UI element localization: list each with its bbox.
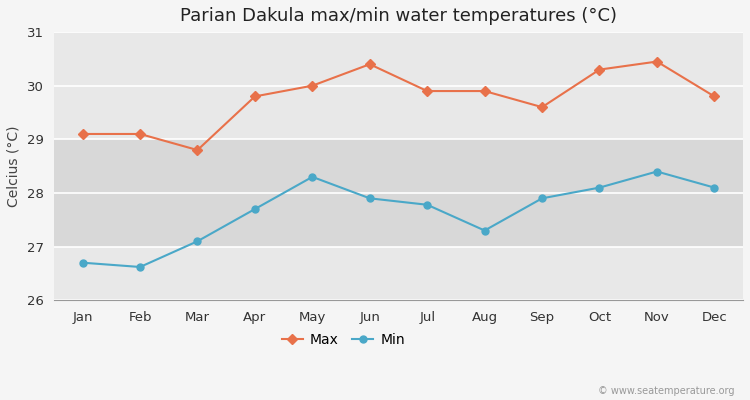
Text: © www.seatemperature.org: © www.seatemperature.org xyxy=(598,386,735,396)
Bar xyxy=(54,139,743,247)
Legend: Max, Min: Max, Min xyxy=(276,327,410,352)
Title: Parian Dakula max/min water temperatures (°C): Parian Dakula max/min water temperatures… xyxy=(180,7,617,25)
Y-axis label: Celcius (°C): Celcius (°C) xyxy=(7,125,21,207)
